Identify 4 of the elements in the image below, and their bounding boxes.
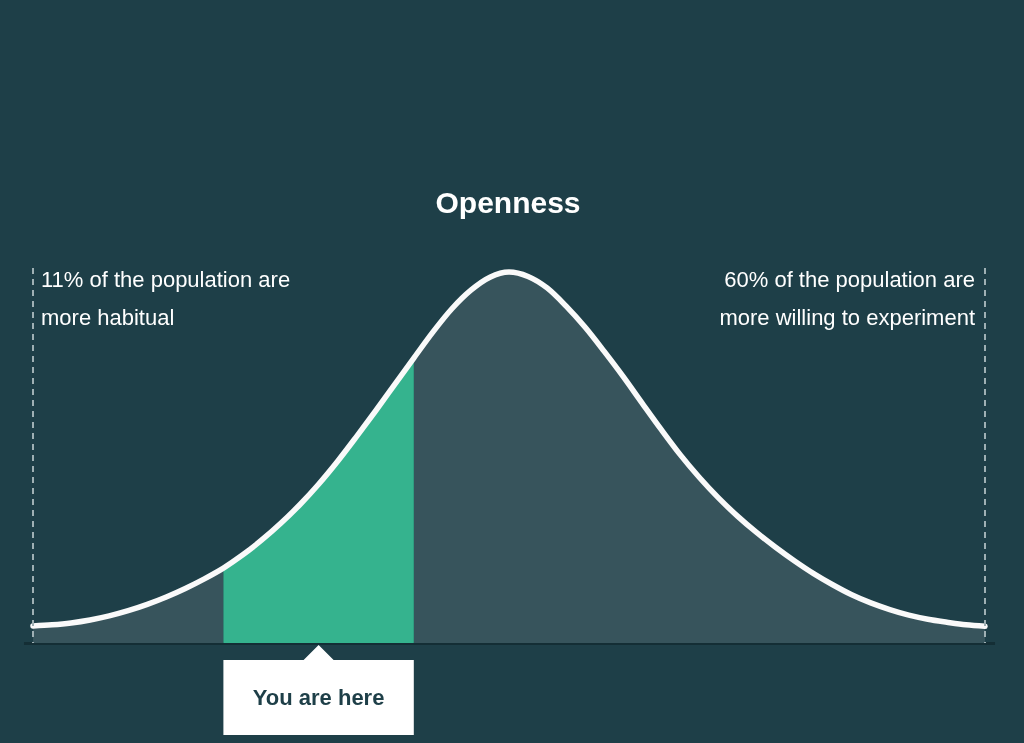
text: You are here (252, 685, 385, 710)
annotation: 60% of the population are more willing to experiment (719, 267, 975, 330)
annotation: 11% of the population are more habitual (41, 267, 291, 330)
chart-title: Openness (435, 186, 581, 219)
